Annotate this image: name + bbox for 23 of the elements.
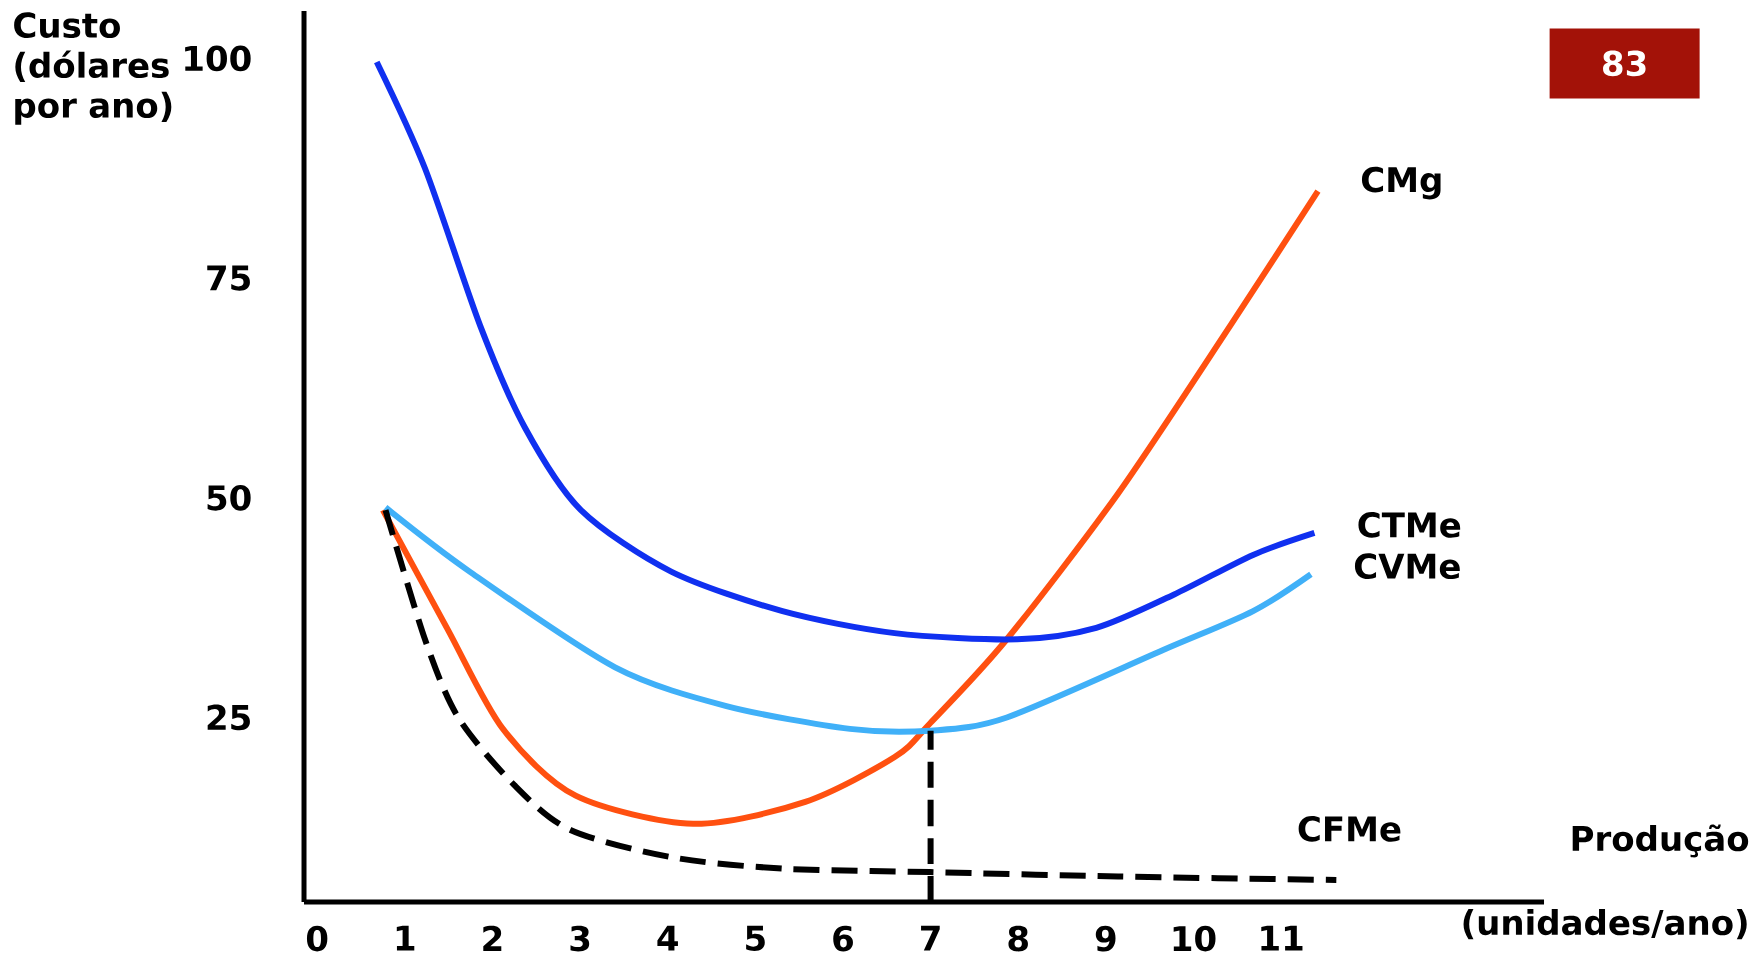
text: 83	[1603, 50, 1646, 77]
x-tick-label: 10	[1173, 925, 1216, 952]
y-tick-label: 25	[207, 704, 250, 731]
x-tick-label: 3	[570, 925, 590, 952]
series-label: CVMe	[1354, 553, 1460, 580]
x-tick-label: 6	[833, 925, 853, 952]
y-tick-label: 100	[185, 45, 251, 72]
y-tick-label: 50	[207, 485, 251, 511]
text: Produção (unidades/ano)	[1463, 824, 1749, 940]
x-tick-label: 7	[921, 925, 940, 951]
x-tick-label: 11	[1261, 925, 1303, 951]
y-axis-title: Custo (dólares por ano)	[14, 12, 172, 125]
series-label: CFMe	[1298, 816, 1401, 842]
x-tick-label: 5	[746, 925, 765, 952]
series-label: CTMe	[1358, 512, 1461, 538]
x-tick-label: 4	[657, 925, 678, 951]
x-tick-label: 8	[1008, 925, 1028, 952]
y-tick-label: 75	[207, 265, 250, 291]
x-tick-label: 0	[306, 925, 328, 952]
series-label: CMg	[1361, 166, 1441, 200]
x-tick-label: 1	[396, 925, 415, 951]
x-tick-label: 2	[483, 925, 502, 952]
x-tick-label: 9	[1095, 925, 1116, 952]
